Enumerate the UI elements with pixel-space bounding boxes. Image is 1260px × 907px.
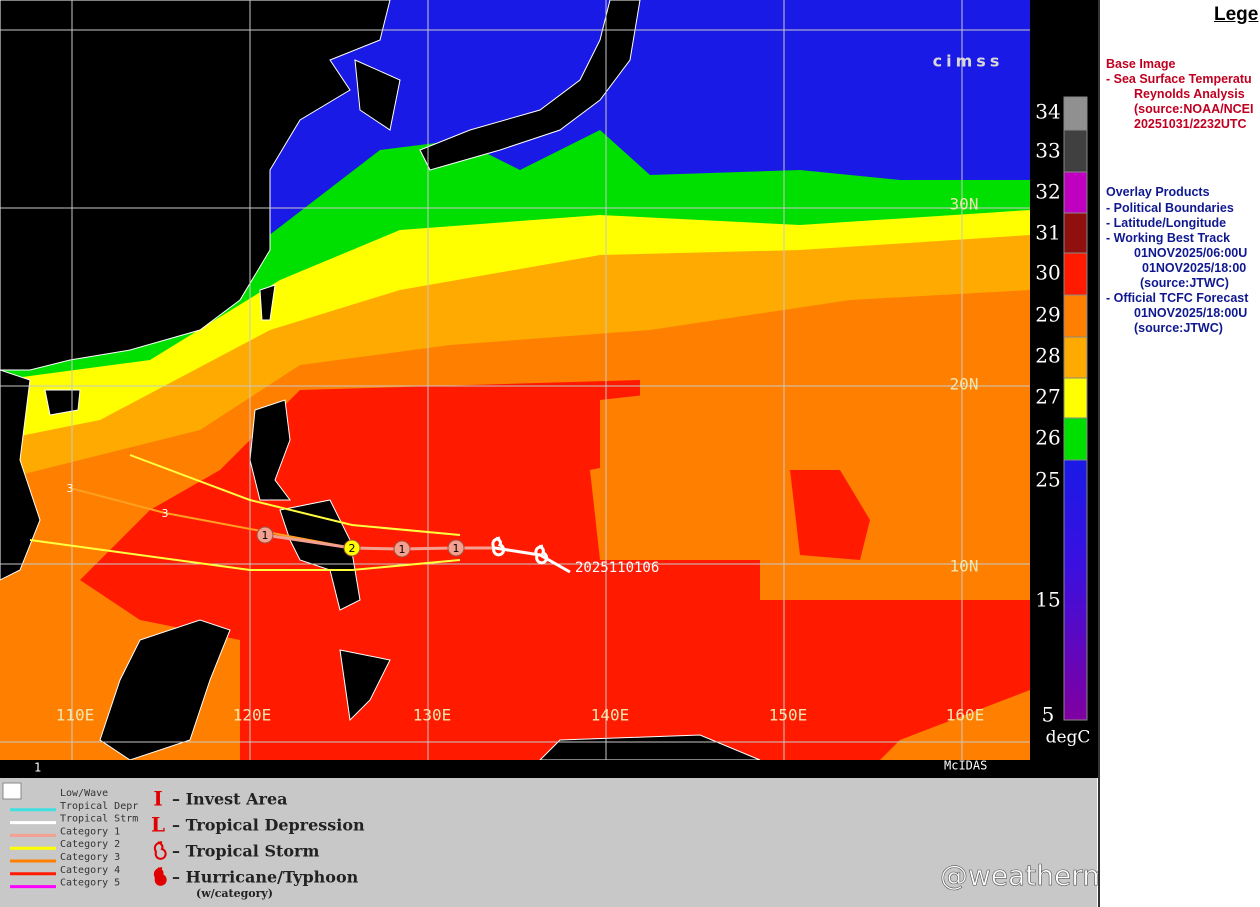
key-line-label: Category 1 — [60, 826, 120, 837]
colorbar-tick: 33 — [1035, 139, 1060, 163]
colorbar-tick: 34 — [1035, 100, 1060, 124]
key-line-label: Category 4 — [60, 865, 120, 876]
lat-label: 20N — [950, 375, 979, 394]
graticule — [0, 0, 1030, 760]
track-point-label: 2 — [349, 542, 356, 555]
track-line — [494, 546, 571, 574]
footer-left: 1 — [34, 761, 41, 775]
track-point — [343, 539, 361, 557]
lon-label: 160E — [946, 706, 985, 725]
legend-item: (source:JTWC) — [1134, 321, 1223, 335]
legend-item: Reynolds Analysis — [1134, 87, 1245, 101]
key-symbol-label: – Tropical Depression — [172, 816, 365, 835]
legend-panel: Lege Base Image - Sea Surface Temperatu … — [1098, 0, 1260, 907]
lon-label: 150E — [769, 706, 808, 725]
key-symbol-label: – Hurricane/Typhoon — [172, 868, 359, 887]
sst-band — [790, 470, 870, 560]
key-glyph — [153, 841, 167, 860]
key-symbol-label: – Invest Area — [172, 790, 288, 809]
key-glyph — [153, 867, 167, 886]
key-line-label: Category 2 — [60, 839, 120, 850]
track-point — [256, 526, 274, 544]
legend-item: - Political Boundaries — [1106, 201, 1234, 215]
colorbar-tick: 28 — [1035, 344, 1060, 368]
key-symbol-label: – Tropical Storm — [172, 842, 319, 861]
key-line-label: Category 5 — [60, 878, 120, 889]
logo: cimss — [933, 52, 1004, 71]
colorbar-tick: 5 — [1042, 703, 1055, 727]
storm-symbol — [491, 536, 506, 557]
legend-item: 01NOV2025/06:00U — [1134, 246, 1248, 260]
key-glyph: L — [151, 813, 165, 837]
lon-label: 130E — [413, 706, 452, 725]
sst-band — [600, 380, 790, 560]
legend-item: - Official TCFC Forecast — [1106, 291, 1249, 305]
storm-symbol — [534, 544, 549, 565]
track-point — [447, 539, 465, 557]
watermark: @weatherman_信欣 — [940, 859, 1098, 892]
colorbar-tick: 31 — [1035, 221, 1060, 245]
lon-label: 140E — [591, 706, 630, 725]
track-point-label: 1 — [399, 543, 406, 556]
colorbar-unit: degC — [1046, 728, 1091, 748]
lon-label: 120E — [233, 706, 272, 725]
colorbar-tick: 26 — [1035, 426, 1060, 450]
key-panel — [0, 778, 1097, 907]
legend-item: 01NOV2025/18:00 — [1142, 261, 1247, 275]
legend-title: Lege — [1214, 4, 1259, 25]
legend-item: 20251031/2232UTC — [1134, 117, 1247, 131]
broken-image — [2, 782, 22, 800]
legend-item: - Latitude/Longitude — [1106, 216, 1227, 230]
key-line-label: Category 3 — [60, 852, 120, 863]
legend-heading: Overlay Products — [1106, 185, 1210, 199]
track-point-label: 1 — [453, 542, 460, 555]
track-points: 3 3 1 2 1 1 — [67, 482, 549, 565]
sst-band — [80, 380, 1030, 760]
colorbar-tick: 27 — [1035, 385, 1060, 409]
forecast-cone — [29, 454, 461, 571]
colorbar-tick: 15 — [1035, 588, 1060, 612]
key-note: (w/category) — [196, 887, 273, 900]
legend-item: - Sea Surface Temperatu — [1106, 72, 1252, 86]
track-point-label: 3 — [67, 482, 74, 495]
legend-item: (source:NOAA/NCEI — [1134, 102, 1254, 116]
track-point-label: 1 — [262, 529, 269, 542]
lat-label: 10N — [950, 557, 979, 576]
key-line-label: Tropical Depr — [60, 801, 138, 812]
legend-heading: Base Image — [1106, 57, 1176, 71]
colorbar-tick: 29 — [1035, 303, 1060, 327]
legend-item: 01NOV2025/18:00U — [1134, 306, 1248, 320]
colorbar-tick: 32 — [1035, 180, 1060, 204]
legend-item: - Working Best Track — [1106, 231, 1231, 245]
key-line-label: Low/Wave — [60, 788, 108, 799]
footer-right: McIDAS — [944, 759, 987, 773]
lat-label: 30N — [950, 195, 979, 214]
key-line-label: Tropical Strm — [60, 814, 138, 825]
legend-item: (source:JTWC) — [1140, 276, 1229, 290]
key-glyph: I — [153, 787, 162, 811]
colorbar-tick: 30 — [1035, 261, 1060, 285]
track-point — [393, 540, 411, 558]
colorbar-tick: 25 — [1035, 468, 1060, 492]
land — [0, 0, 761, 761]
lon-label: 110E — [56, 706, 95, 725]
colorbar — [1063, 96, 1088, 721]
footer-bar — [0, 760, 1030, 778]
track-label: 2025110106 — [575, 560, 659, 576]
track-point-label: 3 — [162, 507, 169, 520]
